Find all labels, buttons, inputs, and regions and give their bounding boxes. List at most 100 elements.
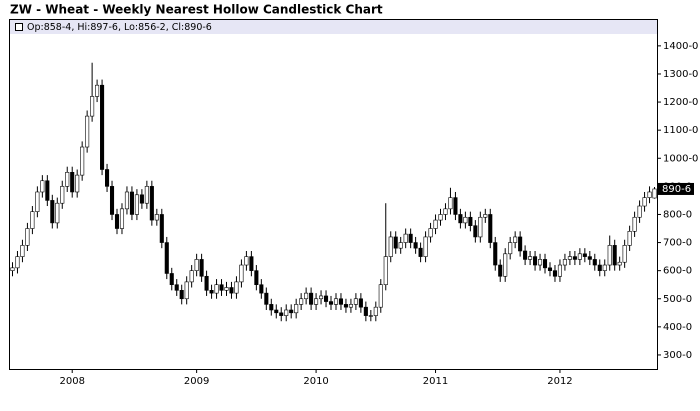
candle-body <box>393 236 398 249</box>
candle-body <box>348 304 353 308</box>
x-tick-label: 2012 <box>547 376 572 387</box>
candle-body <box>473 225 478 238</box>
candle-body <box>493 242 498 266</box>
candle-body <box>284 309 289 316</box>
candle-body <box>129 191 134 215</box>
candle-body <box>269 304 274 311</box>
candle-body <box>572 256 577 260</box>
candle-body <box>627 231 632 246</box>
candle-body <box>114 214 120 229</box>
candle-body <box>637 205 642 218</box>
candle-body <box>483 214 488 218</box>
candle-body <box>85 115 90 148</box>
candle-body <box>189 270 194 283</box>
candle-body <box>254 270 259 286</box>
candle-body <box>100 84 105 170</box>
candle-body <box>184 281 189 300</box>
candle-body <box>373 306 378 316</box>
candle-body <box>55 202 60 224</box>
candle-body <box>15 256 20 269</box>
candle-body <box>338 298 344 305</box>
candle-body <box>249 256 254 271</box>
candle-body <box>542 259 548 269</box>
candle-body <box>513 236 518 243</box>
candle-body <box>343 304 348 308</box>
candle-body <box>159 214 164 243</box>
candle-body <box>458 214 463 224</box>
candle-body <box>587 256 592 260</box>
candle-body <box>632 216 637 232</box>
candle-body <box>279 312 284 316</box>
candle-body <box>20 245 25 257</box>
candle-body <box>652 188 657 199</box>
candle-body <box>602 264 607 271</box>
y-tick-label: 700-0 <box>663 238 692 249</box>
candle-body <box>109 186 115 215</box>
candle-body <box>428 228 433 238</box>
candle-body <box>289 309 294 314</box>
candle-body <box>134 194 139 215</box>
candle-body <box>80 146 85 176</box>
candle-body <box>154 214 159 221</box>
y-tick-label: 800-0 <box>663 209 692 220</box>
candle-body <box>10 267 15 271</box>
candle-body <box>642 197 647 207</box>
y-tick-label: 1300-0 <box>663 69 698 80</box>
y-tick-label: 500-0 <box>663 294 692 305</box>
candle-body <box>328 301 334 305</box>
candle-body <box>433 219 438 229</box>
y-tick-label: 600-0 <box>663 266 692 277</box>
candle-body <box>244 256 249 266</box>
candle-body <box>622 245 627 263</box>
candle-body <box>463 216 468 224</box>
candle-body <box>358 298 363 308</box>
chart-title: ZW - Wheat - Weekly Nearest Hollow Candl… <box>10 3 383 17</box>
candle-body <box>274 309 279 314</box>
header-strip <box>10 20 657 34</box>
candle-body <box>518 236 523 252</box>
x-tick-label: 2010 <box>303 376 328 387</box>
candle-body <box>25 228 30 246</box>
candle-body <box>40 180 45 193</box>
candle-body <box>219 284 224 291</box>
candle-body <box>149 186 154 221</box>
candle-body <box>314 298 319 305</box>
candle-body <box>169 273 174 286</box>
candle-body <box>368 315 373 317</box>
candle-body <box>478 216 483 238</box>
candle-body <box>139 194 144 204</box>
candle-body <box>398 242 403 249</box>
candle-body <box>204 275 209 291</box>
candle-body <box>224 287 229 291</box>
candle-body <box>319 295 324 300</box>
candle-body <box>194 259 199 271</box>
y-tick-label: 1000-0 <box>663 153 698 164</box>
candle-body <box>557 264 562 277</box>
candle-body <box>199 259 204 277</box>
candle-body <box>65 172 70 187</box>
x-tick-label: 2009 <box>184 376 209 387</box>
candle-body <box>45 180 50 201</box>
candle-body <box>453 197 458 215</box>
candle-body <box>607 245 612 266</box>
candle-body <box>383 256 388 286</box>
candle-body <box>443 208 448 215</box>
candle-body <box>323 295 329 302</box>
candle-body <box>30 211 35 229</box>
candle-body <box>304 292 309 300</box>
candle-body <box>523 250 528 260</box>
last-price-label: 890-6 <box>662 184 691 195</box>
y-tick-label: 1100-0 <box>663 125 698 136</box>
candle-body <box>239 264 244 283</box>
candle-body <box>552 270 558 277</box>
y-tick-label: 1200-0 <box>663 97 698 108</box>
candle-body <box>408 233 413 243</box>
candle-body <box>35 191 40 212</box>
candle-body <box>538 259 543 266</box>
candle-body <box>309 292 314 305</box>
candle-body <box>50 200 55 224</box>
candle-body <box>612 245 617 266</box>
candle-body <box>234 281 239 294</box>
candle-body <box>647 191 652 198</box>
